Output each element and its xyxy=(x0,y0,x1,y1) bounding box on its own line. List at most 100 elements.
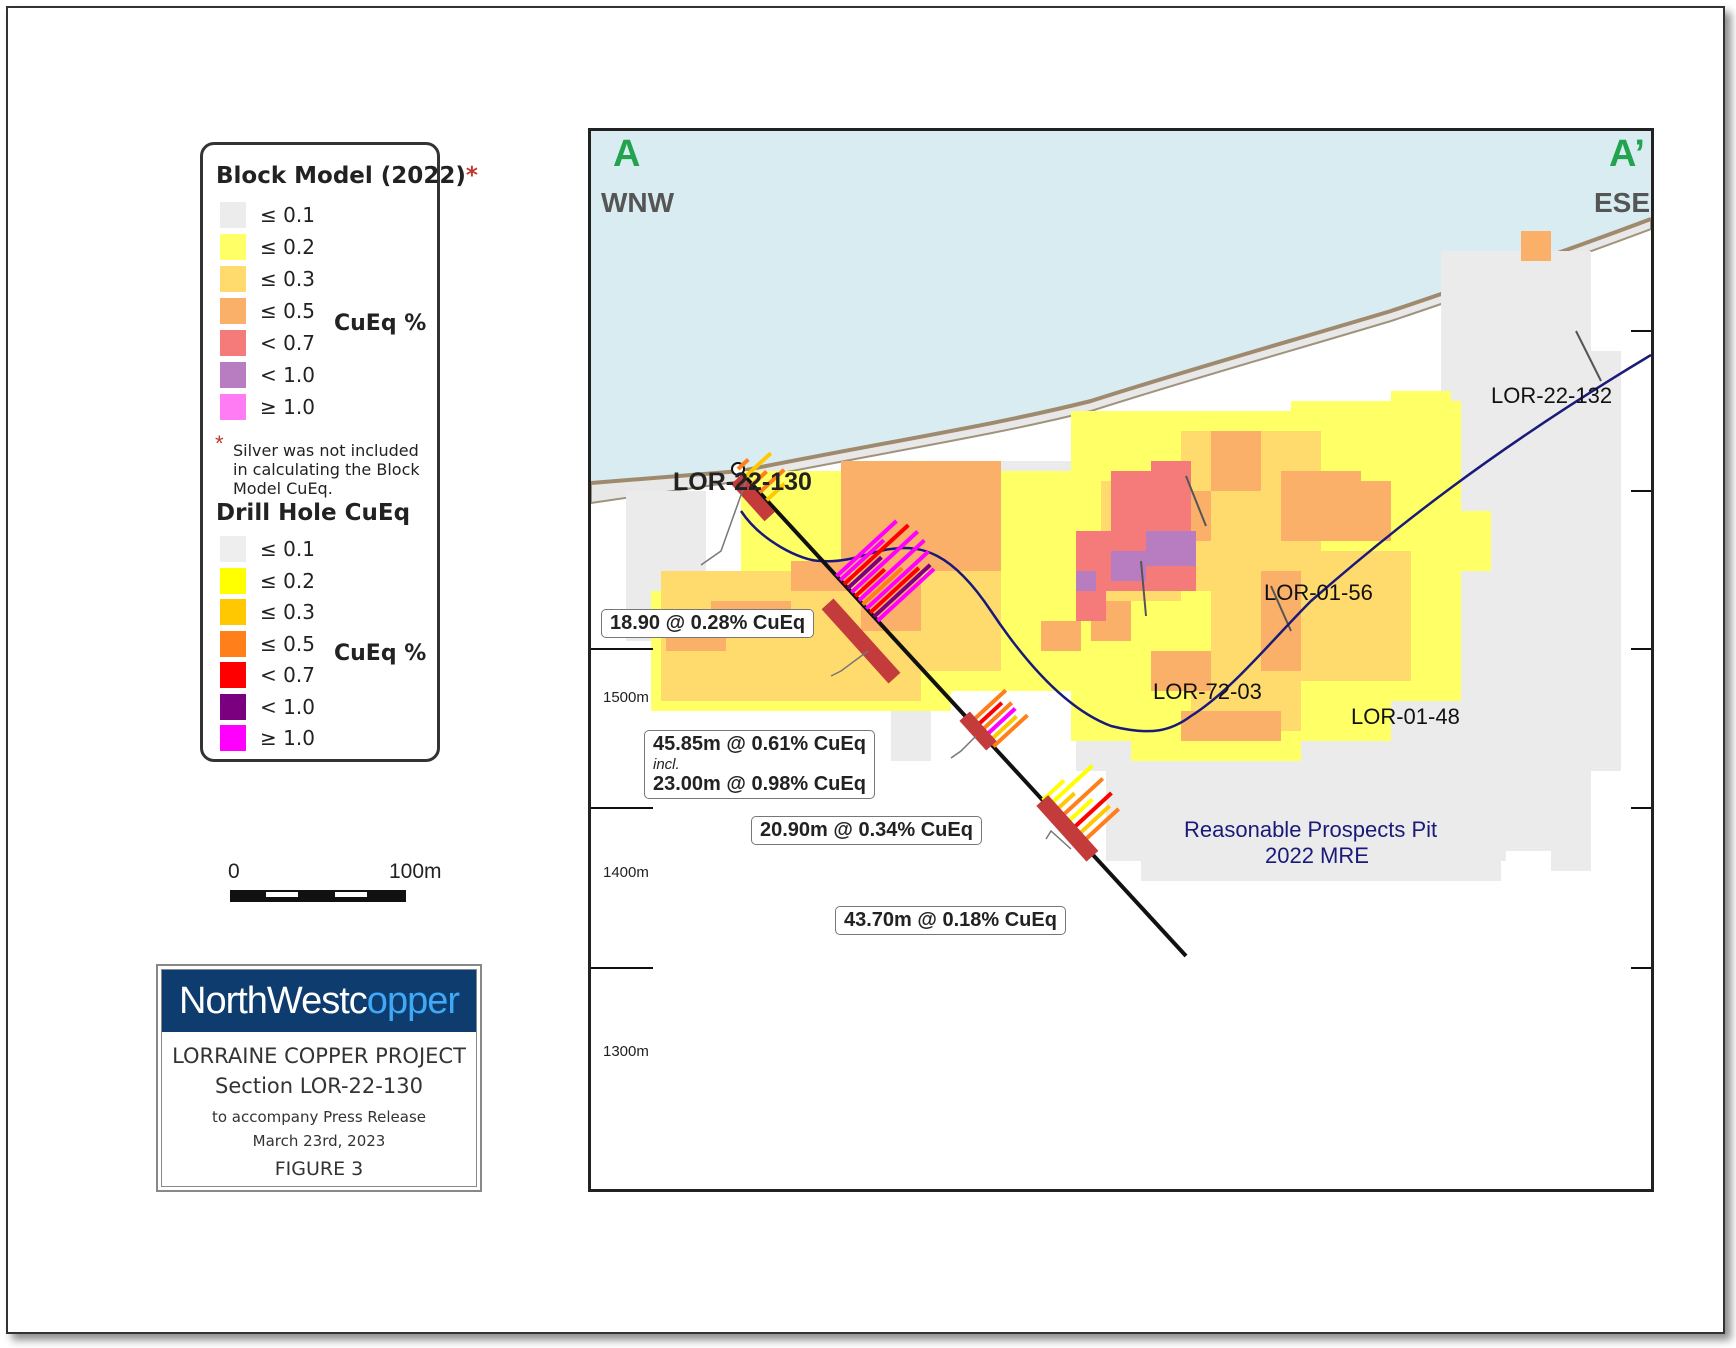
northwestcopper-logo: NorthWestc o pper xyxy=(162,970,476,1032)
assay-bar xyxy=(743,451,773,479)
pit-outline xyxy=(739,353,1651,733)
drill-hole-lor-22-130 xyxy=(731,451,1188,958)
assay-bar xyxy=(861,566,904,607)
pit-label-line2: 2022 MRE xyxy=(1265,843,1369,868)
intercept-callout-2: 45.85m @ 0.61% CuEq incl. 23.00m @ 0.98%… xyxy=(644,730,875,799)
dh-swatch xyxy=(220,725,246,751)
assay-bar xyxy=(969,688,1008,724)
assay-bar xyxy=(1041,779,1066,802)
scale-end-label: 100m xyxy=(389,860,442,883)
silver-note: Silver was not included in calculating t… xyxy=(233,441,420,498)
bm-legend-label: ≥ 1.0 xyxy=(260,395,315,419)
dh-legend-row: < 0.7 xyxy=(220,661,315,689)
dh-legend-label: < 0.7 xyxy=(260,663,315,687)
accompany-text: to accompany Press Release xyxy=(211,1108,427,1126)
intercept-main: 45.85m @ 0.61% CuEq xyxy=(653,733,866,755)
elevation-1300: 1300m xyxy=(603,1043,649,1060)
dh-legend-label: < 1.0 xyxy=(260,694,315,719)
pit-label-line1: Reasonable Prospects Pit xyxy=(1184,817,1438,842)
elevation-1400: 1400m xyxy=(603,864,649,881)
assay-bar xyxy=(850,530,920,594)
bm-swatch xyxy=(220,266,246,292)
assay-bar xyxy=(1046,764,1094,808)
dh-swatch xyxy=(220,630,246,657)
bm-swatch xyxy=(220,202,246,228)
bm-swatch xyxy=(220,234,246,260)
dh-legend-row: ≥ 1.0 xyxy=(220,724,315,752)
section-start-marker: A xyxy=(613,133,641,175)
dh-legend-label: ≥ 1.0 xyxy=(260,726,315,750)
dh-swatch xyxy=(220,693,246,720)
dh-legend-label: ≤ 0.1 xyxy=(260,537,315,561)
assay-bar xyxy=(1058,777,1105,820)
assay-bar xyxy=(868,566,921,615)
bm-legend-label: < 0.7 xyxy=(260,331,315,355)
intercept-callout-4: 43.70m @ 0.18% CuEq xyxy=(835,906,1066,935)
assay-bar xyxy=(1074,804,1111,839)
scale-start-label: 0 xyxy=(228,860,240,883)
release-date: March 23rd, 2023 xyxy=(252,1132,386,1150)
intercept-callout-1: 18.90 @ 0.28% CuEq xyxy=(601,609,815,638)
legend-panel: Block Model (2022)* ≤ 0.1 ≤ 0.2 ≤ 0.3 ≤ 0.5… xyxy=(200,142,478,762)
block-model-title: Block Model (2022)* xyxy=(216,163,478,189)
assay-bar xyxy=(846,555,883,590)
section-name: Section LOR-22-130 xyxy=(215,1074,423,1098)
dh-swatch xyxy=(220,536,246,562)
assay-bar xyxy=(758,468,786,494)
bm-legend-label: ≤ 0.3 xyxy=(260,267,315,291)
cross-section-map: A A’ WNW ESE 1500m 1400m 1300m LOR-22-13… xyxy=(588,128,1654,1192)
drill-hole-title: Drill Hole CuEq xyxy=(216,500,411,526)
dh-swatch xyxy=(220,567,246,594)
assay-bar xyxy=(842,523,910,586)
bm-legend-label: ≤ 0.5 xyxy=(260,299,315,323)
dh-legend-label: ≤ 0.2 xyxy=(260,568,315,593)
block-model-purple xyxy=(1076,531,1196,591)
elevation-1500: 1500m xyxy=(603,689,649,706)
drill-hole-unit: CuEq % xyxy=(334,641,427,666)
dh-legend-label: ≤ 0.5 xyxy=(260,631,315,656)
hole-label-lor-72-03: LOR-72-03 xyxy=(1153,679,1262,704)
assay-bar xyxy=(838,538,886,582)
note-asterisk: * xyxy=(215,431,224,456)
dh-legend-row: ≤ 0.2 xyxy=(220,567,315,595)
bm-legend-label: ≤ 0.2 xyxy=(260,235,315,259)
bm-swatch xyxy=(220,298,246,324)
bm-swatch xyxy=(220,394,246,420)
dh-legend-row: ≤ 0.3 xyxy=(220,598,315,626)
elevation-ticks xyxy=(591,330,1651,969)
bm-legend-label: < 1.0 xyxy=(260,363,315,387)
assay-bar xyxy=(853,567,887,598)
section-start-direction: WNW xyxy=(601,187,675,218)
figure-number: FIGURE 3 xyxy=(274,1158,364,1180)
assay-bar xyxy=(978,701,1014,734)
dh-legend-row: ≤ 0.1 xyxy=(220,535,315,563)
assay-bar xyxy=(872,563,932,619)
assay-bar xyxy=(736,458,750,471)
bm-legend-row: ≤ 0.1 xyxy=(220,201,315,229)
assay-bar xyxy=(876,567,936,623)
intercept-incl: incl. xyxy=(653,756,680,773)
scale-bar: 0 100m xyxy=(228,860,442,908)
hole-label-lor-01-48: LOR-01-48 xyxy=(1351,704,1460,729)
assay-bar xyxy=(1080,807,1121,845)
assay-bar xyxy=(835,519,898,578)
bm-legend-row: ≤ 0.5 xyxy=(220,297,315,325)
dh-swatch xyxy=(220,662,246,688)
bm-swatch xyxy=(220,330,246,356)
section-end-direction: ESE xyxy=(1594,187,1651,218)
bm-legend-row: ≤ 0.3 xyxy=(220,265,315,293)
project-name: LORRAINE COPPER PROJECT xyxy=(172,1044,466,1068)
bm-legend-row: < 1.0 xyxy=(220,361,315,389)
section-svg xyxy=(591,131,1651,969)
scale-bar-graphic xyxy=(230,890,406,902)
intercept-callout-3: 20.90m @ 0.34% CuEq xyxy=(751,816,982,845)
assay-bar xyxy=(765,482,786,502)
dh-legend-label: ≤ 0.3 xyxy=(260,600,315,624)
dh-legend-row: < 1.0 xyxy=(220,693,315,721)
bm-swatch xyxy=(220,362,246,388)
hole-label-lor-01-56: LOR-01-56 xyxy=(1264,580,1373,605)
hole-label-lor-22-130: LOR-22-130 xyxy=(673,468,812,496)
intercept-sub: 23.00m @ 0.98% CuEq xyxy=(653,773,866,795)
bm-legend-row: ≤ 0.2 xyxy=(220,233,315,261)
assay-bar xyxy=(987,714,1018,744)
